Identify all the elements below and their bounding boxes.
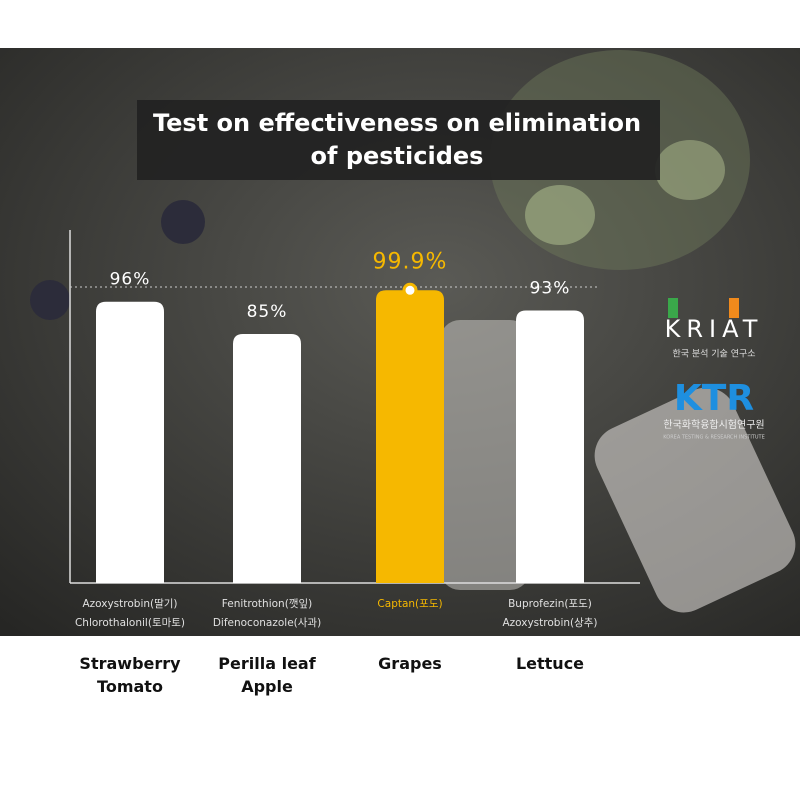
value-label: 93% xyxy=(530,279,571,299)
kriat-text: KRIAT xyxy=(665,315,764,343)
pesticide-label: Azoxystrobin(상추) xyxy=(502,617,597,629)
pesticide-label: Buprofezin(포도) xyxy=(508,598,592,610)
category-wrap: Perilla leaf Apple xyxy=(218,654,316,696)
sprout xyxy=(655,140,725,200)
logo-block xyxy=(668,298,678,318)
bottle xyxy=(594,387,796,613)
bar xyxy=(233,333,301,583)
category-label: Lettuce xyxy=(515,654,585,673)
bar xyxy=(516,310,584,583)
category-label: Perilla leaf Apple xyxy=(218,654,316,696)
category-wrap: Grapes xyxy=(378,654,442,673)
category-wrap: Strawberry Tomato xyxy=(79,654,181,696)
pesticide-label: Difenoconazole(사과) xyxy=(213,617,321,629)
pesticide-label: Fenitrothion(깻잎) xyxy=(222,598,312,610)
bar xyxy=(96,301,164,583)
ktr-en: KOREA TESTING & RESEARCH INSTITUTE xyxy=(663,435,765,441)
kriat-sub: 한국 분석 기술 연구소 xyxy=(672,349,755,360)
value-label: 99.9% xyxy=(373,249,448,274)
value-label: 85% xyxy=(247,302,288,322)
ktr-logo: KTR 한국화학융합시험연구원 KOREA TESTING & RESEARCH… xyxy=(663,378,765,441)
category-label: Strawberry Tomato xyxy=(79,654,181,696)
value-label: 96% xyxy=(110,270,151,290)
title-box xyxy=(137,100,660,180)
chart-title: Test on effectiveness on elimination of … xyxy=(152,109,642,170)
bar xyxy=(376,290,444,583)
category-wrap: Lettuce xyxy=(515,654,585,673)
grape xyxy=(30,280,70,320)
pesticide-label: Azoxystrobin(딸기) xyxy=(82,598,177,610)
pesticide-label: Chlorothalonil(토마토) xyxy=(75,617,185,629)
peak-marker xyxy=(402,282,418,298)
ktr-text: KTR xyxy=(674,378,754,419)
category-label: Grapes xyxy=(378,654,442,673)
logo-block xyxy=(729,298,739,318)
bottle xyxy=(440,320,530,590)
pesticide-label: Captan(포도) xyxy=(377,598,442,610)
sprout xyxy=(525,185,595,245)
title-wrap: Test on effectiveness on elimination of … xyxy=(152,109,642,170)
grape xyxy=(161,200,205,244)
kriat-logo: KRIAT 한국 분석 기술 연구소 xyxy=(665,298,764,360)
ktr-sub: 한국화학융합시험연구원 xyxy=(663,419,764,431)
